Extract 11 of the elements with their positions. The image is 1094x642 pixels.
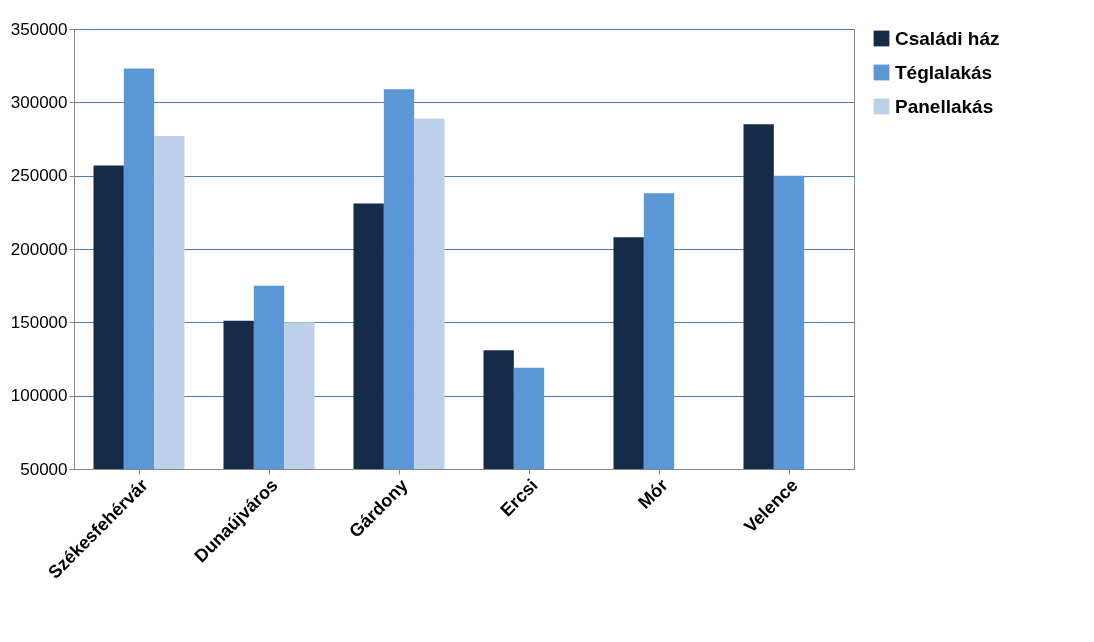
- y-tick-label: 350000: [10, 19, 68, 39]
- y-tick-label: 100000: [10, 386, 68, 406]
- y-tick-label: 150000: [10, 312, 68, 332]
- y-tick-label: 300000: [10, 92, 68, 112]
- legend-label: Családi ház: [895, 27, 1000, 49]
- x-tick-label: Mór: [634, 475, 672, 513]
- legend-label: Panellakás: [895, 95, 994, 117]
- legend-label: Téglalakás: [895, 61, 993, 83]
- y-tick-label: 200000: [10, 239, 68, 259]
- y-tick-label: 50000: [20, 459, 68, 479]
- y-tick-label: 250000: [10, 166, 68, 186]
